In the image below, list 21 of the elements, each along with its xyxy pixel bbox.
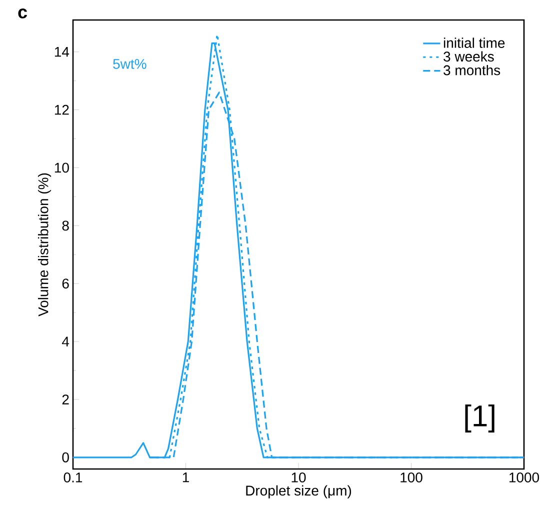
x-tick-label: 1000 (509, 472, 540, 482)
x-axis-title: Droplet size (μm) (246, 485, 352, 498)
x-tick-label: 0.1 (64, 472, 82, 482)
y-tick-label: 4 (62, 336, 70, 346)
x-tick-label: 1 (182, 472, 189, 482)
y-tick-label: 0 (62, 452, 69, 462)
y-tick-label: 14 (54, 47, 70, 57)
annotation: [1] (465, 404, 494, 432)
x-tick-label: 100 (400, 472, 422, 482)
y-tick-label: 10 (54, 162, 69, 173)
legend-label: initial time (444, 38, 505, 48)
text: c (18, 8, 28, 18)
y-tick-label: 2 (62, 394, 69, 404)
y-tick-label: 12 (54, 104, 69, 115)
y-tick-label: 6 (62, 278, 69, 289)
annotation: 5wt% (113, 59, 146, 69)
y-tick-label: 8 (62, 220, 69, 231)
y-axis-title: Volume distribution (%) (38, 173, 52, 316)
legend-label: 3 weeks (444, 51, 494, 62)
legend-label: 3 months (444, 64, 500, 76)
x-tick-label: 10 (292, 472, 306, 482)
